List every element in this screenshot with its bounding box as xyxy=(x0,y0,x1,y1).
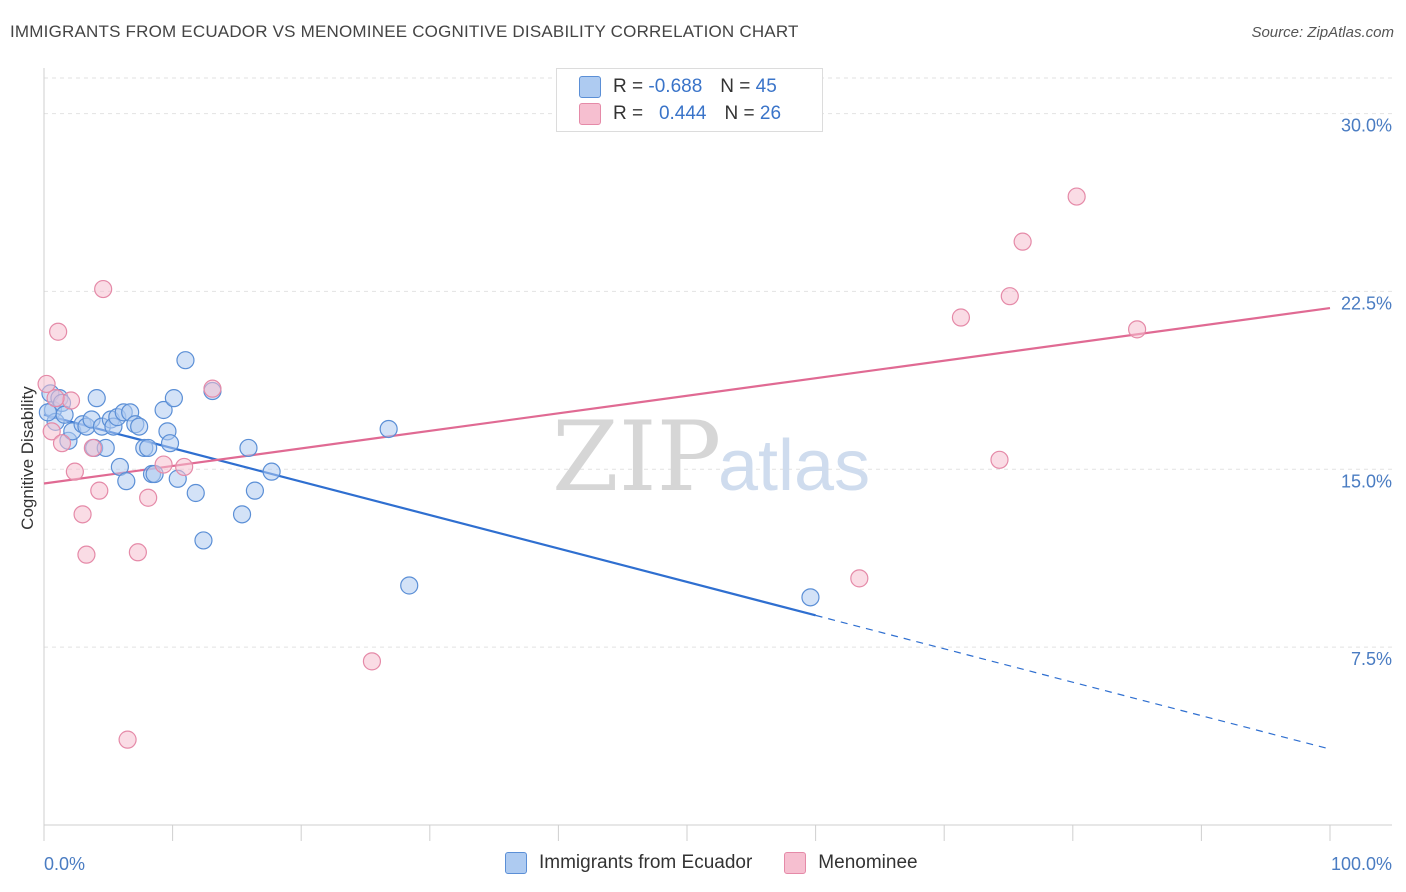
r-label: R = xyxy=(613,103,644,124)
trend-lines xyxy=(43,306,1331,750)
point-menominee xyxy=(77,545,96,564)
legend-label-ecuador: Immigrants from Ecuador xyxy=(539,852,753,873)
n-label: N = xyxy=(720,76,751,97)
point-ecuador xyxy=(186,483,205,503)
r-value: -0.688 xyxy=(648,76,703,97)
stats-row-ecuador: R = -0.688 N = 45 xyxy=(579,74,777,100)
legend-label-menominee: Menominee xyxy=(818,852,918,873)
r-label: R = xyxy=(613,76,644,97)
point-menominee xyxy=(1000,287,1019,306)
point-menominee xyxy=(46,389,65,408)
point-menominee xyxy=(52,434,72,453)
point-ecuador xyxy=(87,389,106,408)
point-menominee xyxy=(61,391,81,410)
menominee-swatch xyxy=(579,103,601,125)
point-ecuador xyxy=(160,434,180,453)
legend-swatch-ecuador xyxy=(505,852,527,874)
trend-line-menominee xyxy=(43,306,1331,485)
series-legend: Immigrants from Ecuador Menominee xyxy=(505,852,950,874)
point-menominee xyxy=(850,569,869,588)
chart-title: IMMIGRANTS FROM ECUADOR VS MENOMINEE COG… xyxy=(10,22,799,41)
ecuador-swatch xyxy=(579,76,601,98)
legend-swatch-menominee xyxy=(784,852,807,874)
point-ecuador xyxy=(400,576,419,595)
point-ecuador xyxy=(130,417,149,436)
point-menominee xyxy=(362,652,382,671)
point-ecuador xyxy=(262,462,281,481)
point-menominee xyxy=(1067,187,1086,206)
y-tick-label: 7.5% xyxy=(1351,649,1392,669)
legend-item-ecuador: Immigrants from Ecuador xyxy=(505,852,752,874)
point-menominee xyxy=(139,488,158,507)
n-value: 45 xyxy=(755,76,777,97)
point-ecuador xyxy=(194,531,213,550)
point-menominee xyxy=(65,462,84,481)
r-value: 0.444 xyxy=(658,103,707,124)
trend-line-ecuador-extrapolated xyxy=(815,614,1331,750)
point-ecuador xyxy=(232,505,252,524)
point-ecuador xyxy=(154,400,173,420)
n-value: 26 xyxy=(759,103,782,124)
point-ecuador xyxy=(239,438,258,458)
source-label: Source: ZipAtlas.com xyxy=(1251,24,1394,41)
point-menominee xyxy=(154,455,173,474)
point-menominee xyxy=(42,422,61,441)
point-menominee xyxy=(94,279,113,299)
point-ecuador xyxy=(176,351,195,370)
point-ecuador xyxy=(139,438,158,458)
point-ecuador xyxy=(117,472,136,491)
point-menominee xyxy=(951,308,971,327)
point-menominee xyxy=(990,450,1009,469)
point-ecuador xyxy=(38,403,57,422)
y-tick-label: 15.0% xyxy=(1341,471,1392,491)
legend-item-menominee: Menominee xyxy=(784,852,918,874)
point-menominee xyxy=(1013,232,1032,251)
point-menominee xyxy=(128,543,147,562)
watermark: ZIP atlas xyxy=(552,401,870,513)
watermark-atlas: atlas xyxy=(718,426,870,506)
y-tick-label: 30.0% xyxy=(1341,116,1392,136)
point-ecuador xyxy=(164,389,183,408)
n-label: N = xyxy=(724,103,755,124)
grid-lines xyxy=(44,77,1392,648)
axes xyxy=(43,68,1392,841)
point-ecuador xyxy=(245,481,265,500)
point-menominee xyxy=(118,730,137,749)
point-menominee xyxy=(73,505,92,524)
point-menominee xyxy=(1127,320,1147,339)
y-axis-label: Cognitive Disability xyxy=(18,386,37,530)
stats-legend: R = -0.688 N = 45 R = 0.444 N = 26 xyxy=(556,68,823,132)
point-menominee xyxy=(37,374,56,394)
stats-row-menominee: R = 0.444 N = 26 xyxy=(579,101,781,127)
point-menominee xyxy=(90,481,109,500)
point-ecuador xyxy=(801,588,820,607)
point-menominee xyxy=(49,322,68,341)
watermark-zip: ZIP xyxy=(552,401,721,513)
y-tick-labels: 7.5% 15.0% 22.5% 30.0% xyxy=(1341,116,1392,670)
point-menominee xyxy=(203,379,222,398)
y-tick-label: 22.5% xyxy=(1341,293,1392,313)
point-menominee xyxy=(175,457,194,477)
point-ecuador xyxy=(379,419,398,439)
data-points xyxy=(37,187,1147,749)
x-tick-labels: 0.0% 100.0% xyxy=(44,854,1392,874)
x-tick-label-max: 100.0% xyxy=(1331,854,1392,874)
point-menominee xyxy=(83,438,102,458)
x-tick-label-min: 0.0% xyxy=(44,854,85,874)
